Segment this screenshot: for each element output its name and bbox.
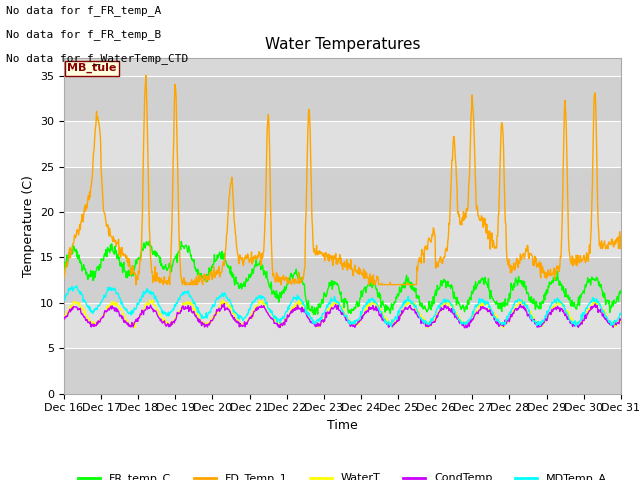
WaterT bbox=[617, 318, 625, 324]
Y-axis label: Temperature (C): Temperature (C) bbox=[22, 175, 35, 276]
CondTemp bbox=[87, 324, 95, 329]
MDTemp_A bbox=[388, 324, 396, 329]
Line: CondTemp: CondTemp bbox=[64, 304, 621, 328]
MDTemp_A bbox=[292, 295, 300, 301]
Bar bbox=[64, 212, 621, 257]
CondTemp bbox=[220, 301, 228, 307]
X-axis label: Time: Time bbox=[327, 419, 358, 432]
CondTemp bbox=[599, 313, 607, 319]
FD_Temp_1 bbox=[87, 184, 95, 190]
FR_temp_C bbox=[60, 266, 68, 272]
Text: MB_tule: MB_tule bbox=[67, 63, 116, 73]
WaterT bbox=[146, 297, 154, 303]
CondTemp bbox=[617, 317, 625, 323]
MDTemp_A bbox=[389, 319, 397, 324]
FD_Temp_1 bbox=[132, 282, 140, 288]
WaterT bbox=[500, 325, 508, 331]
FR_temp_C bbox=[590, 276, 598, 282]
Line: WaterT: WaterT bbox=[64, 300, 621, 328]
FR_temp_C bbox=[292, 270, 300, 276]
Bar bbox=[64, 76, 621, 121]
MDTemp_A bbox=[599, 308, 607, 313]
FR_temp_C bbox=[310, 312, 317, 317]
Legend: FR_temp_C, FD_Temp_1, WaterT, CondTemp, MDTemp_A: FR_temp_C, FD_Temp_1, WaterT, CondTemp, … bbox=[74, 469, 611, 480]
WaterT bbox=[599, 307, 607, 313]
Text: No data for f_FR_temp_B: No data for f_FR_temp_B bbox=[6, 29, 162, 40]
MDTemp_A bbox=[60, 297, 68, 303]
WaterT bbox=[292, 305, 300, 311]
FD_Temp_1 bbox=[617, 233, 625, 239]
FR_temp_C bbox=[617, 288, 625, 293]
FD_Temp_1 bbox=[292, 279, 300, 285]
WaterT bbox=[87, 320, 95, 326]
Line: FD_Temp_1: FD_Temp_1 bbox=[64, 75, 621, 285]
Line: FR_temp_C: FR_temp_C bbox=[64, 241, 621, 314]
CondTemp bbox=[292, 305, 300, 311]
MDTemp_A bbox=[590, 296, 598, 301]
CondTemp bbox=[60, 315, 68, 321]
WaterT bbox=[388, 323, 396, 328]
FD_Temp_1 bbox=[389, 282, 397, 288]
WaterT bbox=[590, 301, 598, 307]
MDTemp_A bbox=[164, 312, 172, 318]
FR_temp_C bbox=[389, 302, 397, 308]
WaterT bbox=[164, 320, 172, 325]
WaterT bbox=[60, 315, 68, 321]
Bar bbox=[64, 257, 621, 303]
Line: MDTemp_A: MDTemp_A bbox=[64, 286, 621, 326]
Text: No data for f_FR_temp_A: No data for f_FR_temp_A bbox=[6, 5, 162, 16]
FD_Temp_1 bbox=[142, 72, 150, 78]
Bar bbox=[64, 348, 621, 394]
Bar bbox=[64, 121, 621, 167]
CondTemp bbox=[590, 304, 598, 310]
CondTemp bbox=[388, 324, 396, 329]
FD_Temp_1 bbox=[164, 277, 172, 283]
Bar bbox=[64, 303, 621, 348]
MDTemp_A bbox=[88, 308, 95, 313]
FR_temp_C bbox=[164, 265, 172, 271]
Bar bbox=[64, 167, 621, 212]
FR_temp_C bbox=[599, 293, 607, 299]
MDTemp_A bbox=[617, 312, 625, 317]
FR_temp_C bbox=[87, 268, 95, 274]
FD_Temp_1 bbox=[590, 96, 598, 102]
MDTemp_A bbox=[73, 283, 81, 289]
FR_temp_C bbox=[145, 238, 153, 244]
Title: Water Temperatures: Water Temperatures bbox=[265, 37, 420, 52]
Text: No data for f_WaterTemp_CTD: No data for f_WaterTemp_CTD bbox=[6, 53, 189, 64]
CondTemp bbox=[163, 322, 171, 327]
FD_Temp_1 bbox=[60, 275, 68, 281]
FD_Temp_1 bbox=[599, 246, 607, 252]
CondTemp bbox=[461, 325, 468, 331]
